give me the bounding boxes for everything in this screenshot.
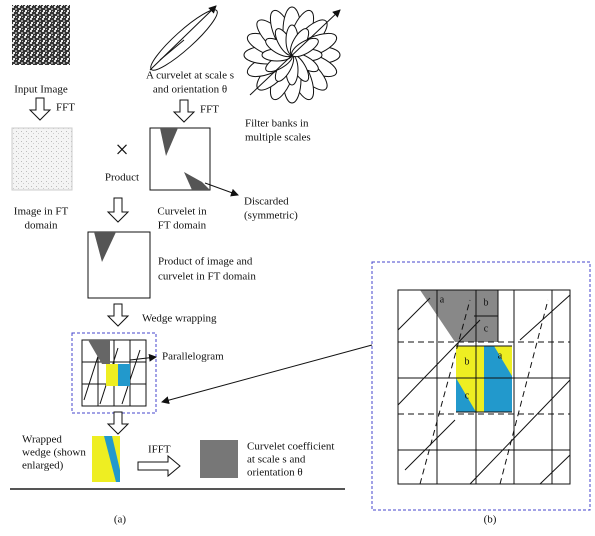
label: IFFT [148,444,171,456]
label: wedge (shown [22,447,86,459]
image-ft [11,127,73,191]
arrow [161,344,373,405]
blue-part [104,436,120,482]
label: multiple scales [245,132,311,144]
label: enlarged) [22,460,64,472]
label: Image in FT [14,206,69,218]
label: FFT [200,104,219,116]
blue-part [118,364,130,386]
label: Input Image [14,84,68,96]
caption: (b) [484,514,497,526]
label: and orientation θ [153,84,227,96]
arrow [249,9,341,96]
label: domain [25,220,58,232]
label: Filter banks in [245,118,309,130]
yellow-part [106,364,118,386]
multiply: × [115,138,129,164]
wedge [184,172,210,190]
input-image [12,5,70,65]
label: (symmetric) [244,210,298,222]
blue-part [456,378,476,412]
wedge [94,232,116,262]
label: Discarded [244,196,289,208]
cell-label: c [465,390,470,401]
label: Parallelogram [162,351,224,363]
label: Curvelet coefficient [247,441,334,453]
wedge [160,128,178,156]
big-grid [397,289,571,485]
blue-part [484,346,512,412]
caption: (a) [114,514,127,526]
label: curvelet in FT domain [158,271,256,283]
label: FFT [56,102,75,114]
cell-label: c [484,323,489,334]
cell-label: a [498,350,503,361]
label: orientation θ [247,467,303,479]
curvelet-ft [149,127,211,191]
cell-label: a [440,294,445,305]
wedge [420,290,498,342]
arrow [28,97,52,121]
label: Curvelet in [157,206,207,218]
label: Product of image and [158,256,253,268]
label: Wedge wrapping [142,313,217,325]
label: FT domain [158,220,207,232]
dashed-box [371,261,591,511]
arrow [106,303,130,327]
cell-label: b [465,356,470,367]
coefficient-box [200,440,238,478]
cell-label: b [484,297,489,308]
label: Product [105,172,139,184]
wedge [88,340,110,364]
arrow [106,411,130,435]
label: Wrapped [22,434,62,446]
arrow [172,99,196,123]
arrow [137,454,181,478]
arrow [106,197,130,223]
arrow [204,182,239,197]
arrow [129,353,157,362]
label: at scale s and [247,454,306,466]
arrow [149,5,217,71]
label: A curvelet at scale s [146,70,234,82]
